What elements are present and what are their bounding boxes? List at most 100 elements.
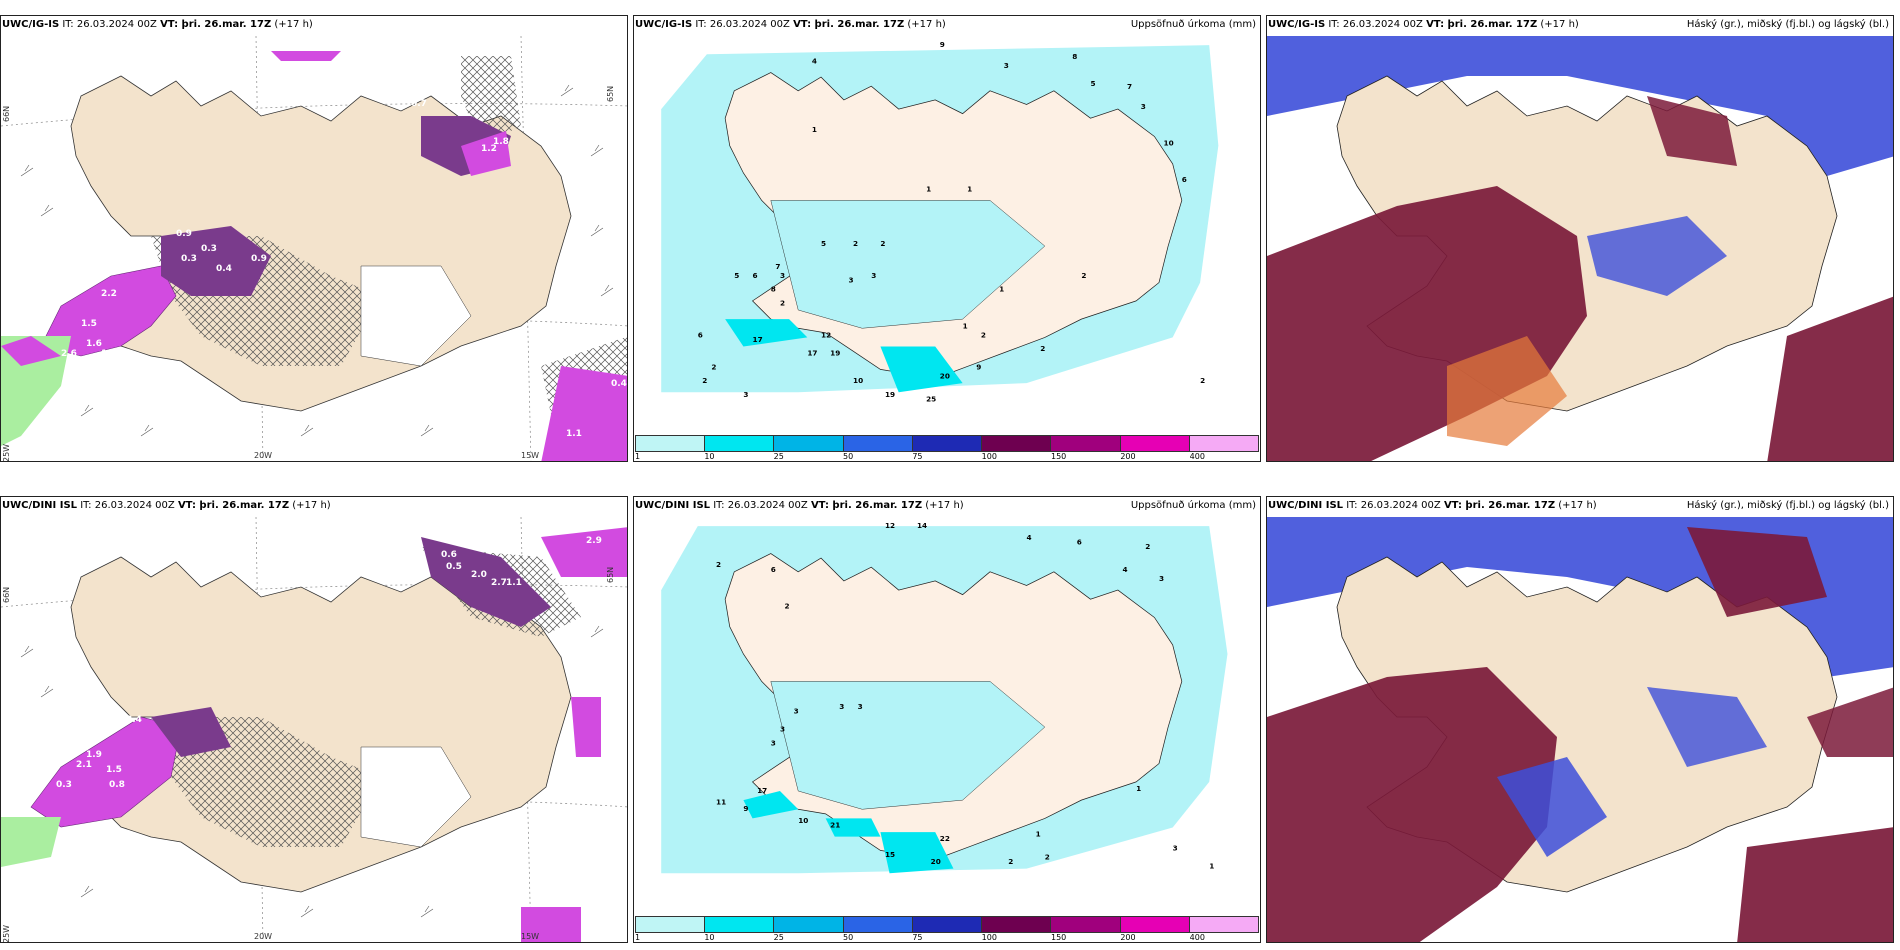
svg-text:2: 2 bbox=[1045, 853, 1050, 862]
svg-text:1.6: 1.6 bbox=[81, 735, 97, 745]
svg-text:0.5: 0.5 bbox=[446, 562, 462, 572]
svg-text:25W: 25W bbox=[2, 444, 11, 462]
wind-value: 1.8 bbox=[493, 137, 509, 147]
legend-tick: 100 bbox=[981, 933, 997, 942]
legend-swatch bbox=[1051, 436, 1121, 451]
legend-tick: 10 bbox=[704, 933, 715, 942]
legend-swatch bbox=[705, 917, 775, 932]
svg-text:3: 3 bbox=[839, 702, 844, 711]
legend-tick: 75 bbox=[912, 452, 923, 461]
panel-title: UWC/DINI ISL IT: 26.03.2024 00Z VT: þri.… bbox=[635, 500, 964, 511]
svg-text:1: 1 bbox=[1209, 862, 1214, 871]
svg-text:19: 19 bbox=[885, 390, 895, 399]
svg-text:9: 9 bbox=[940, 40, 945, 49]
precip-legend-ticks: 1 10 25 50 75 100 150 200 400 bbox=[635, 452, 1259, 461]
wind-precip-map: 0.4 0.7 1.2 1.8 0.9 0.3 0.4 0.3 0.9 2.2 … bbox=[1, 36, 627, 462]
wind-value: 0.4 bbox=[216, 264, 232, 274]
svg-text:1: 1 bbox=[926, 184, 931, 193]
svg-text:3: 3 bbox=[1004, 61, 1009, 70]
svg-text:2: 2 bbox=[716, 560, 721, 569]
panel-subtitle: Háský (gr.), miðský (fj.bl.) og lágský (… bbox=[1686, 19, 1889, 30]
svg-text:66N: 66N bbox=[2, 587, 11, 603]
legend-tick: 75 bbox=[912, 933, 923, 942]
panel-subtitle: Uppsöfnuð úrkoma (mm) bbox=[1130, 500, 1256, 511]
svg-text:2.1: 2.1 bbox=[76, 760, 92, 770]
svg-text:1.5: 1.5 bbox=[106, 765, 122, 775]
wind-value: 0.7 bbox=[411, 99, 427, 109]
svg-text:4: 4 bbox=[1027, 533, 1032, 542]
legend-tick: 10 bbox=[704, 452, 715, 461]
cloud-map bbox=[1267, 517, 1893, 942]
legend-tick: 150 bbox=[1051, 452, 1067, 461]
svg-text:8: 8 bbox=[771, 285, 776, 294]
svg-text:65N: 65N bbox=[606, 567, 615, 583]
legend-swatch bbox=[1120, 436, 1190, 451]
svg-text:2: 2 bbox=[1145, 542, 1150, 551]
legend-swatch bbox=[843, 917, 913, 932]
legend-swatch bbox=[636, 436, 706, 451]
svg-text:20: 20 bbox=[931, 857, 941, 866]
svg-text:2: 2 bbox=[1040, 344, 1045, 353]
wind-value: 3.3 bbox=[106, 364, 122, 374]
svg-text:2: 2 bbox=[1081, 271, 1086, 280]
svg-text:15: 15 bbox=[885, 850, 895, 859]
precip-map-bottom: UWC/DINI ISL IT: 26.03.2024 00Z VT: þri.… bbox=[633, 496, 1261, 943]
svg-text:9: 9 bbox=[976, 362, 981, 371]
svg-text:11: 11 bbox=[716, 798, 726, 807]
legend-swatch bbox=[843, 436, 913, 451]
lon-label: 15W bbox=[521, 451, 540, 460]
legend-tick: 200 bbox=[1120, 933, 1136, 942]
svg-text:19: 19 bbox=[830, 349, 840, 358]
lon-label: 15W bbox=[521, 932, 540, 941]
legend-tick: 150 bbox=[1051, 933, 1067, 942]
svg-text:2: 2 bbox=[780, 298, 785, 307]
svg-text:6: 6 bbox=[771, 565, 776, 574]
svg-text:1: 1 bbox=[1036, 830, 1041, 839]
svg-text:6: 6 bbox=[753, 271, 758, 280]
legend-tick: 25 bbox=[773, 452, 784, 461]
svg-text:8: 8 bbox=[1072, 52, 1077, 61]
svg-text:1: 1 bbox=[1136, 784, 1141, 793]
svg-text:1: 1 bbox=[963, 321, 968, 330]
wind-value: 1.2 bbox=[481, 144, 497, 154]
svg-text:22: 22 bbox=[940, 834, 950, 843]
svg-text:0.3: 0.3 bbox=[56, 780, 72, 790]
cloud-map-top: UWC/IG-IS IT: 26.03.2024 00Z VT: þri. 26… bbox=[1266, 15, 1894, 462]
legend-swatch bbox=[912, 436, 983, 451]
lon-label: 20W bbox=[254, 451, 273, 460]
legend-tick: 100 bbox=[981, 452, 997, 461]
wind-value: 1.6 bbox=[86, 339, 102, 349]
svg-text:2: 2 bbox=[1008, 857, 1013, 866]
svg-text:1.1: 1.1 bbox=[506, 578, 522, 588]
svg-text:14: 14 bbox=[917, 521, 927, 530]
svg-text:9: 9 bbox=[743, 804, 748, 813]
svg-text:3: 3 bbox=[1141, 102, 1146, 111]
svg-text:3: 3 bbox=[771, 738, 776, 747]
svg-text:6: 6 bbox=[698, 330, 703, 339]
svg-text:3: 3 bbox=[871, 271, 876, 280]
svg-text:6: 6 bbox=[1077, 537, 1082, 546]
svg-text:20: 20 bbox=[940, 372, 950, 381]
panel-title: UWC/DINI ISL IT: 26.03.2024 00Z VT: þri.… bbox=[2, 500, 331, 511]
svg-text:2.9: 2.9 bbox=[586, 536, 602, 546]
legend-tick: 25 bbox=[773, 933, 784, 942]
svg-text:2: 2 bbox=[702, 376, 707, 385]
panel-title: UWC/IG-IS IT: 26.03.2024 00Z VT: þri. 26… bbox=[635, 19, 946, 30]
svg-text:2.7: 2.7 bbox=[491, 578, 507, 588]
svg-text:12: 12 bbox=[885, 521, 895, 530]
svg-text:21: 21 bbox=[830, 821, 840, 830]
svg-text:25W: 25W bbox=[2, 925, 11, 943]
svg-text:2: 2 bbox=[711, 362, 716, 371]
svg-text:5: 5 bbox=[821, 239, 826, 248]
svg-text:65N: 65N bbox=[606, 86, 615, 102]
svg-text:10: 10 bbox=[853, 376, 863, 385]
svg-text:25: 25 bbox=[926, 394, 936, 403]
wind-value: 1.5 bbox=[81, 319, 97, 329]
legend-swatch bbox=[1120, 917, 1190, 932]
svg-text:3: 3 bbox=[794, 706, 799, 715]
wind-value: 1.1 bbox=[101, 349, 117, 359]
wind-value: 0.5 bbox=[161, 364, 177, 374]
svg-text:12: 12 bbox=[821, 330, 831, 339]
svg-text:3: 3 bbox=[858, 702, 863, 711]
svg-text:17: 17 bbox=[757, 786, 767, 795]
